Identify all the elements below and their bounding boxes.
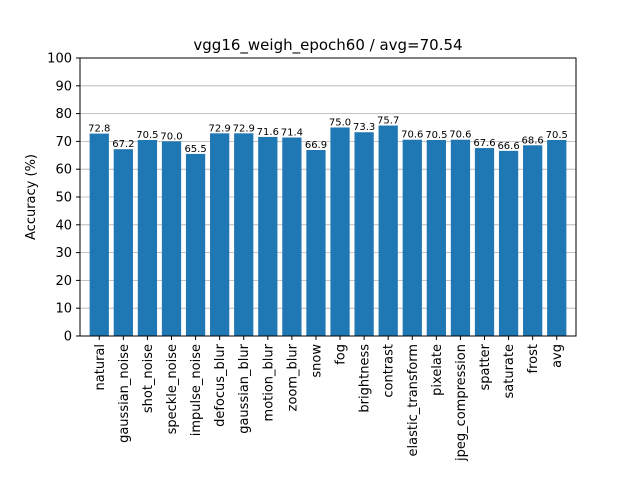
x-tick-label: jpeg_compression	[454, 344, 469, 462]
bar	[306, 150, 326, 336]
bar	[426, 140, 446, 336]
data-label: 67.6	[473, 138, 495, 149]
y-tick-label: 60	[55, 163, 72, 178]
data-label: 71.4	[281, 128, 303, 139]
x-tick-label: gaussian_noise	[117, 344, 132, 443]
bars	[89, 125, 567, 336]
x-tick-label: natural	[93, 344, 108, 390]
data-label: 70.6	[401, 130, 423, 141]
x-tick-label: brightness	[358, 344, 373, 413]
bar	[547, 140, 567, 336]
data-label: 72.9	[209, 123, 231, 134]
x-tick-label: impulse_noise	[189, 344, 204, 436]
bar	[378, 125, 398, 336]
x-axis-ticks: natural gaussian_noise shot_noise speckle_n…	[93, 336, 565, 462]
data-label: 68.6	[522, 135, 544, 146]
bar	[523, 145, 543, 336]
data-label: 72.9	[233, 123, 255, 134]
x-tick-label: pixelate	[430, 344, 445, 396]
y-tick-label: 50	[55, 191, 72, 206]
x-tick-label: saturate	[502, 344, 517, 398]
bar	[161, 141, 182, 336]
x-tick-label: spatter	[478, 343, 493, 390]
x-tick-label: snow	[309, 344, 324, 378]
y-tick-label: 10	[55, 302, 72, 317]
x-tick-label: frost	[526, 344, 541, 373]
bar	[234, 133, 254, 336]
y-tick-label: 80	[55, 107, 72, 122]
bar	[498, 150, 519, 336]
bar	[330, 127, 350, 336]
y-tick-label: 0	[64, 330, 72, 345]
y-axis-ticks: 0 10 20 30 40 50 60 70 80 90 100	[47, 52, 80, 345]
y-tick-label: 20	[55, 274, 72, 289]
data-label: 70.0	[160, 131, 182, 142]
data-label: 66.9	[305, 140, 327, 151]
y-axis-label: Accuracy (%)	[24, 154, 39, 240]
bar	[450, 139, 471, 336]
data-label: 71.6	[257, 127, 279, 138]
bar	[354, 132, 374, 336]
data-label: 67.2	[112, 139, 134, 150]
x-tick-label: avg	[550, 344, 565, 368]
data-label: 70.6	[449, 130, 471, 141]
y-tick-label: 90	[55, 79, 72, 94]
data-label: 66.6	[497, 141, 519, 152]
bar	[113, 149, 133, 336]
x-tick-label: fog	[334, 344, 349, 365]
x-tick-label: speckle_noise	[165, 344, 180, 434]
x-tick-label: defocus_blur	[213, 343, 228, 427]
bar	[185, 153, 206, 336]
x-tick-label: zoom_blur	[285, 343, 300, 411]
data-label: 73.3	[353, 122, 375, 133]
bar	[258, 136, 278, 336]
data-label: 70.5	[425, 130, 447, 141]
data-label: 75.7	[377, 116, 399, 127]
data-label: 72.8	[88, 124, 110, 135]
data-label: 70.5	[546, 130, 568, 141]
bar	[210, 133, 230, 336]
x-tick-label: elastic_transform	[406, 344, 421, 456]
bar	[282, 137, 302, 336]
x-tick-label: contrast	[382, 344, 397, 398]
x-tick-label: shot_noise	[141, 344, 156, 413]
chart-title: vgg16_weigh_epoch60 / avg=70.54	[193, 36, 462, 55]
x-tick-label: gaussian_blur	[237, 343, 252, 433]
bar	[402, 139, 422, 336]
data-labels: 72.867.270.5 70.065.572.9 72.9 71.6 71.466.9…	[88, 116, 568, 155]
x-tick-label: motion_blur	[261, 343, 276, 421]
data-label: 70.5	[136, 130, 158, 141]
y-tick-label: 100	[47, 52, 72, 67]
bar	[137, 140, 158, 336]
bar	[474, 148, 495, 336]
data-label: 65.5	[184, 144, 206, 155]
bar	[89, 133, 109, 336]
y-tick-label: 30	[55, 246, 72, 261]
data-label: 75.0	[329, 118, 351, 129]
y-tick-label: 70	[55, 135, 72, 150]
y-tick-label: 40	[55, 218, 72, 233]
